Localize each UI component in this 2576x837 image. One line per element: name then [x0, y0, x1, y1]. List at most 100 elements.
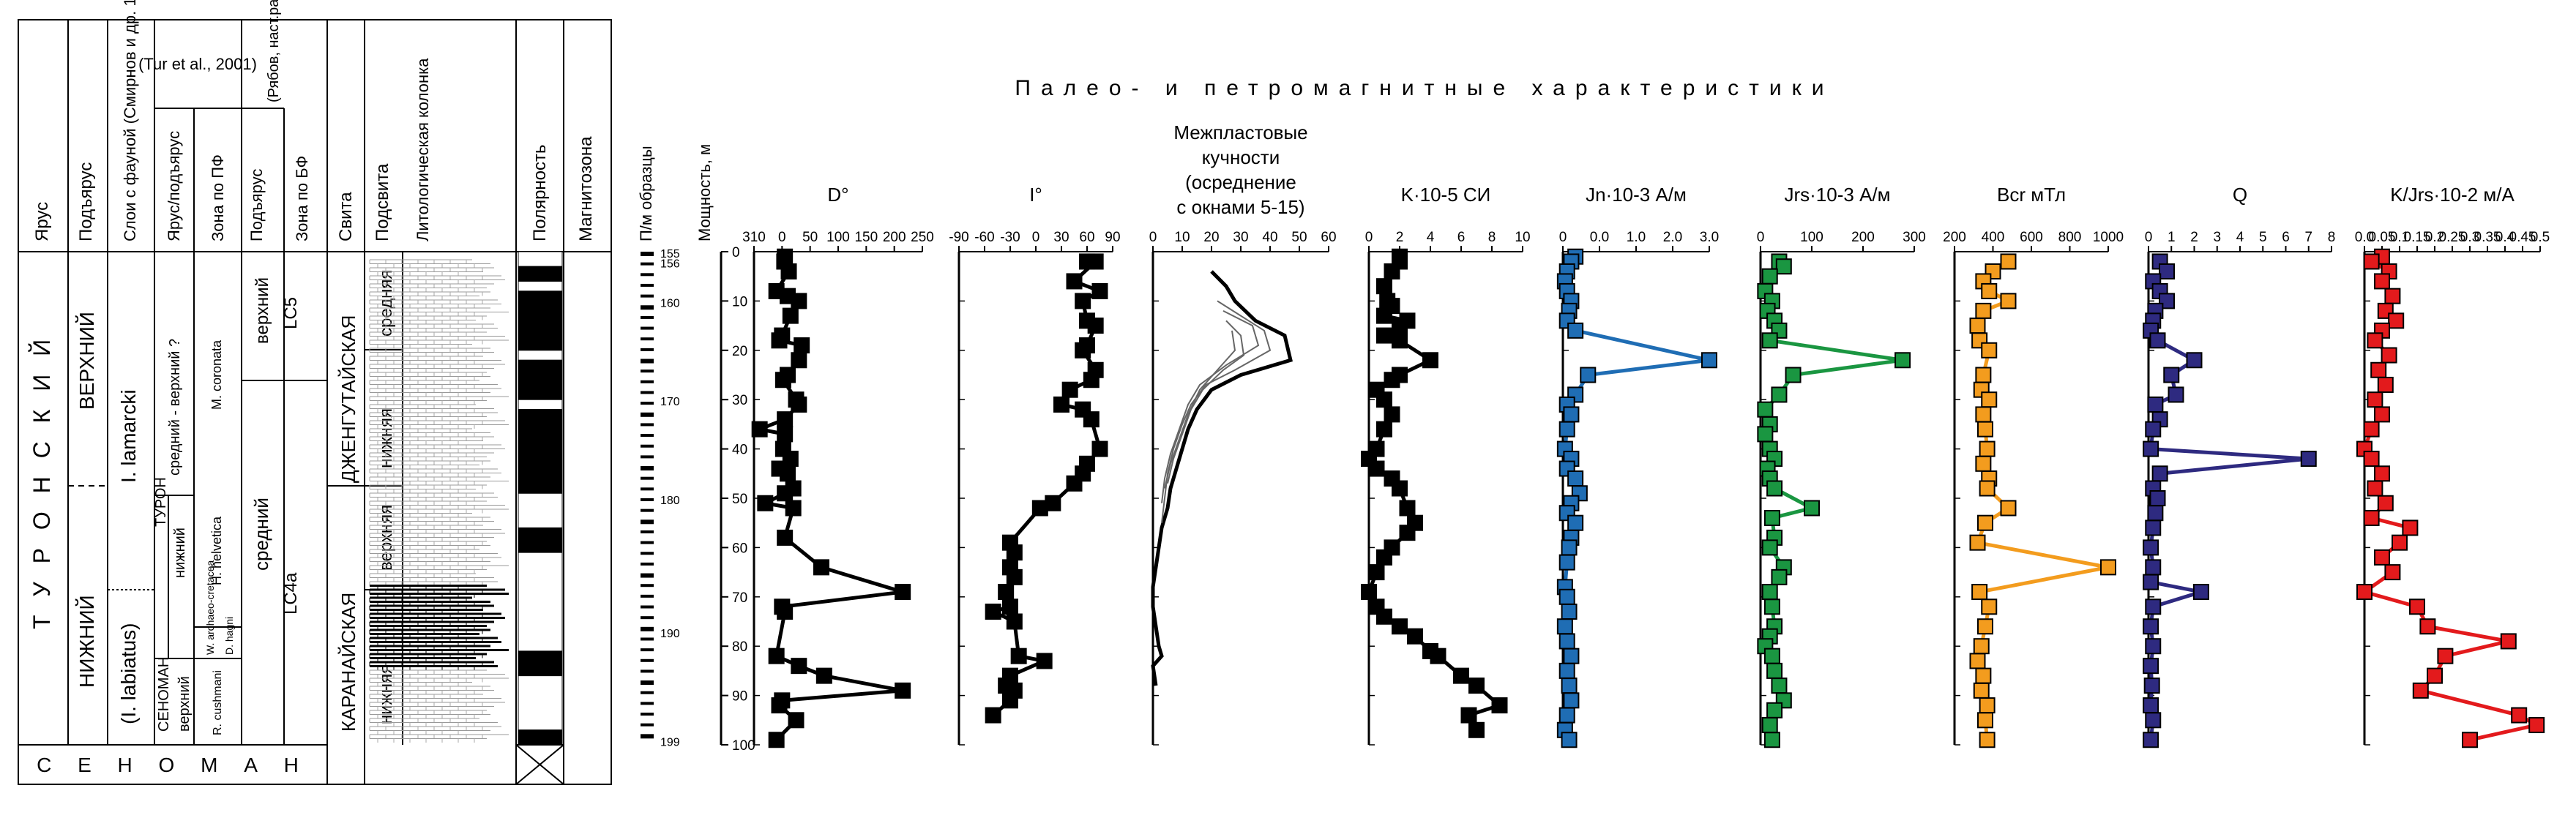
sample-bar	[641, 434, 654, 438]
x-tick-label: 90	[1105, 230, 1120, 245]
data-point	[1399, 500, 1416, 517]
sample-bar	[641, 466, 654, 471]
data-point	[791, 396, 807, 413]
data-point	[2168, 386, 2184, 403]
data-point	[780, 465, 796, 482]
data-point	[2402, 519, 2419, 536]
data-point	[1002, 692, 1018, 709]
x-tick-label: 60	[1321, 230, 1336, 245]
series-line	[1976, 260, 2110, 740]
data-point	[2363, 451, 2380, 468]
polarity-interval	[518, 290, 563, 351]
data-point	[2143, 732, 2159, 748]
depth-tick-label: 60	[732, 541, 747, 556]
sample-bar	[641, 391, 654, 394]
x-tick-label: 300	[1903, 230, 1926, 245]
data-point	[1010, 648, 1027, 664]
x-tick-label: 1.0	[1627, 230, 1646, 245]
data-point	[1376, 327, 1392, 344]
data-point	[1977, 514, 1993, 531]
data-point	[1392, 480, 1408, 497]
data-point	[1006, 613, 1023, 630]
chart-title: I°	[1029, 184, 1042, 206]
x-tick-label: 30	[1233, 230, 1248, 245]
zone-cushmani: R. cushmani	[212, 670, 224, 735]
data-point	[1971, 584, 1988, 601]
mid-upper-label: средний - верхний ?	[167, 339, 183, 476]
sample-bar	[641, 680, 654, 686]
polarity-column	[518, 251, 563, 746]
data-point	[1763, 509, 1780, 526]
turon-label: ТУРОН	[153, 477, 169, 527]
data-point	[1468, 721, 1485, 738]
data-point	[791, 293, 807, 309]
x-tick-label: 200	[1851, 230, 1875, 245]
polarity-interval	[518, 350, 563, 361]
data-point	[1368, 564, 1385, 581]
sample-bar	[641, 305, 654, 310]
x-tick-label: 100	[1800, 230, 1823, 245]
data-point	[782, 307, 799, 324]
header-fauna: Слои с фауной (Смирнов и др. 1986)	[121, 0, 139, 241]
lithology-column	[369, 259, 509, 743]
data-point	[2356, 584, 2372, 601]
data-point	[2384, 288, 2401, 304]
x-tick-label: -30	[1000, 230, 1020, 245]
data-point	[1979, 440, 1996, 457]
series-line	[1167, 320, 1245, 484]
sample-label: 155	[660, 248, 680, 260]
polarity-interval	[518, 675, 563, 731]
chart-title-line: с окнами 5-15)	[1176, 196, 1304, 218]
data-point	[1701, 352, 1717, 369]
data-point	[2145, 712, 2162, 729]
data-point	[2462, 732, 2478, 748]
data-point	[1006, 568, 1023, 585]
data-point	[1368, 460, 1385, 477]
data-point	[1771, 568, 1788, 585]
depth-axis: П/м образцы Мощность, м 0 10 20 30 40 50 60 70 8…	[637, 144, 755, 754]
x-tick-label: 0.0	[1590, 230, 1609, 245]
sample-bar	[641, 530, 654, 533]
sample-bar	[641, 337, 654, 341]
data-point	[2367, 480, 2383, 497]
polarity-interval	[518, 527, 563, 553]
sample-bar	[641, 702, 654, 705]
x-tick-label: 1000	[2093, 230, 2124, 245]
data-point	[771, 697, 788, 714]
chart-title: Межпластовые кучности (осреднение с окнами …	[1173, 121, 1307, 218]
sample-label: 170	[660, 396, 680, 408]
data-point	[1376, 391, 1392, 408]
sample-bar	[641, 573, 654, 578]
data-point	[1091, 282, 1108, 299]
data-point	[1771, 678, 1788, 694]
data-point	[1361, 584, 1377, 601]
data-point	[1975, 667, 1992, 684]
header-litho: Литологическая колонка	[414, 58, 432, 241]
chart-panel: K/Jrs·10-2 м/А0.00.050.10.150.20.250.30.…	[2355, 184, 2550, 748]
data-point	[2388, 312, 2405, 329]
bf-upper: верхний	[253, 277, 272, 344]
sample-bar	[641, 315, 654, 319]
x-tick-label: 20	[1203, 230, 1219, 245]
chart-title: D°	[827, 184, 848, 206]
data-point	[1975, 406, 1992, 423]
sample-bar	[641, 519, 654, 525]
data-point	[1761, 717, 1778, 734]
chart-panel: Q 0 1 2 3 4 5 6 7 8	[2143, 184, 2335, 748]
data-point	[2143, 574, 2159, 590]
data-point	[1083, 411, 1100, 428]
data-point	[813, 559, 829, 576]
chart-panel: Jrs·10-3 А/м 0 100 200 300	[1757, 184, 1926, 748]
fauna-labiatus: (I. labiatus)	[117, 623, 140, 725]
data-point	[1761, 539, 1778, 556]
data-point	[2377, 495, 2394, 511]
depth-tick-label: 30	[732, 393, 747, 408]
x-tick-label: 7	[2304, 230, 2312, 245]
data-point	[1969, 318, 1986, 334]
upper-small-label: верхний	[176, 676, 193, 732]
data-point	[1558, 554, 1575, 571]
x-tick-label: 0	[2145, 230, 2153, 245]
data-point	[2145, 559, 2162, 576]
data-point	[2143, 658, 2159, 675]
